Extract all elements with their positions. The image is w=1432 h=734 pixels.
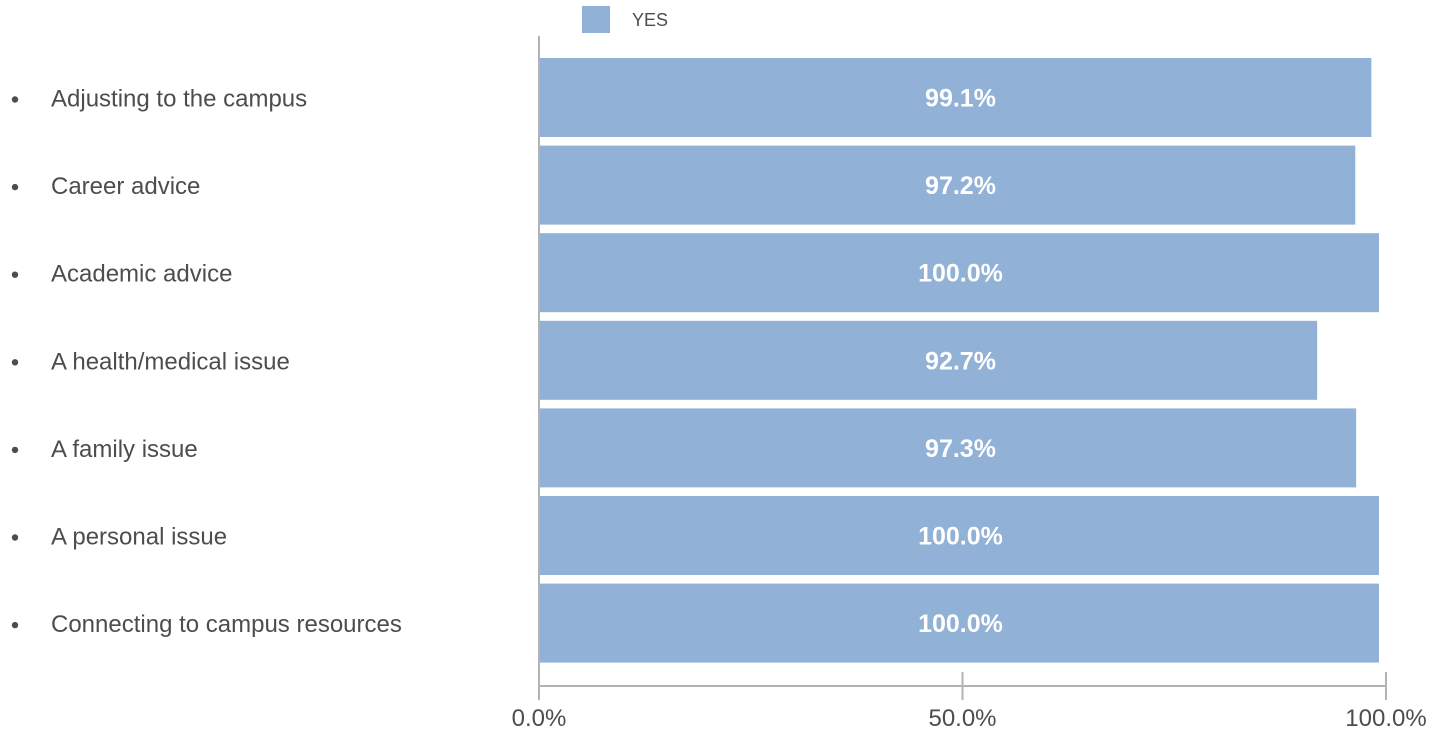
bar-value-label-connecting-to-campus-resources: 100.0%	[918, 610, 1003, 638]
bar-value-label-a-family-issue: 97.3%	[925, 435, 996, 463]
bar-value-label-academic-advice: 100.0%	[918, 260, 1003, 288]
bar-adjusting-to-the-campus	[540, 58, 1372, 137]
category-label-a-personal-issue: A personal issue	[51, 524, 227, 551]
category-bullet-academic-advice	[11, 271, 19, 278]
legend: YES	[582, 6, 668, 33]
bar-value-label-a-health-medical-issue: 92.7%	[925, 347, 996, 375]
category-bullet-a-family-issue	[11, 446, 19, 454]
category-label-a-family-issue: A family issue	[51, 436, 198, 463]
category-bullet-connecting-to-campus-resources	[11, 621, 19, 629]
category-label-a-health-medical-issue: A health/medical issue	[51, 348, 290, 375]
bar-a-health-medical-issue	[540, 320, 1318, 400]
category-bullet-a-personal-issue	[11, 534, 19, 541]
bars: 99.1% 97.2% 100.0% 92.7% 97.3% 100.0% 100.0%	[540, 58, 1379, 663]
bar-connecting-to-campus-resources	[540, 583, 1379, 663]
bar-career-advice	[540, 145, 1356, 225]
category-label-career-advice: Career advice	[51, 173, 200, 200]
category-label-academic-advice: Academic advice	[51, 261, 232, 288]
x-tick-label-2: 100.0%	[1345, 705, 1426, 732]
x-tick-label-1: 50.0%	[928, 705, 996, 732]
legend-swatch-yes	[582, 6, 610, 33]
category-bullet-a-health-medical-issue	[11, 359, 19, 366]
category-bullet-career-advice	[11, 183, 19, 191]
axes: 0.0% 50.0% 100.0%	[512, 36, 1427, 732]
category-bullet-adjusting-to-the-campus	[11, 96, 19, 103]
bar-a-personal-issue	[540, 496, 1379, 575]
category-labels: Adjusting to the campus Career advice Acad…	[11, 86, 402, 638]
bar-value-label-career-advice: 97.2%	[925, 172, 996, 200]
bar-academic-advice	[540, 233, 1379, 313]
category-label-adjusting-to-the-campus: Adjusting to the campus	[51, 86, 307, 113]
bar-value-label-a-personal-issue: 100.0%	[918, 523, 1003, 551]
legend-label-yes: YES	[632, 10, 668, 30]
x-tick-label-0: 0.0%	[512, 705, 567, 732]
bar-a-family-issue	[540, 408, 1357, 488]
bar-value-label-adjusting-to-the-campus: 99.1%	[925, 85, 996, 113]
category-label-connecting-to-campus-resources: Connecting to campus resources	[51, 611, 402, 638]
